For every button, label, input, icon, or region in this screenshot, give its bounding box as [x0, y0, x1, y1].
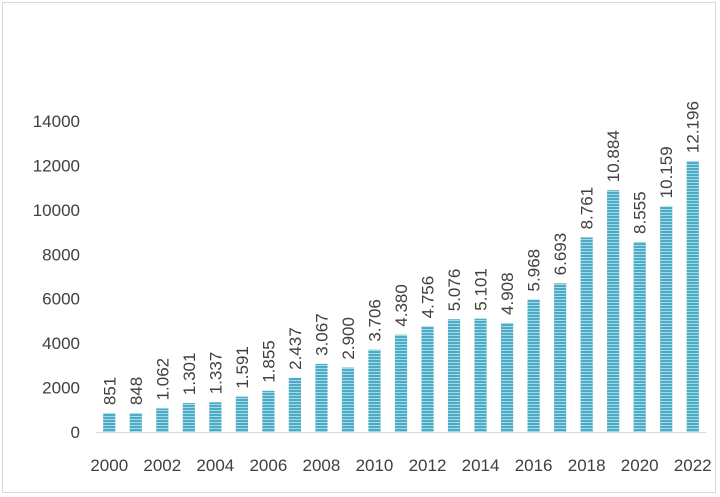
- data-label-2009: 2.900: [339, 317, 358, 360]
- bar-2018: [580, 237, 593, 432]
- bar-2009: [341, 367, 355, 432]
- data-label-2007: 2.437: [286, 327, 305, 370]
- bar-2003: [182, 403, 195, 432]
- data-label-2004: 1.337: [206, 352, 225, 395]
- x-tick-label: 2016: [515, 456, 553, 475]
- data-label-2017: 6.693: [551, 233, 570, 276]
- bar-2020: [633, 241, 646, 432]
- y-tick-label: 2000: [42, 379, 80, 398]
- data-label-2019: 10.884: [604, 130, 623, 182]
- bar-2012: [421, 326, 434, 432]
- bars: [103, 161, 699, 432]
- data-label-2002: 1.062: [153, 358, 172, 401]
- bar-2022: [686, 161, 699, 432]
- y-tick-label: 12000: [33, 156, 80, 175]
- data-label-2014: 5.101: [472, 268, 491, 311]
- data-label-2001: 848: [127, 377, 146, 405]
- bar-2016: [527, 299, 540, 432]
- bar-2007: [288, 377, 302, 432]
- data-label-2015: 4.908: [498, 272, 517, 315]
- bar-2005: [235, 396, 248, 432]
- data-label-2010: 3.706: [365, 299, 384, 342]
- bar-2011: [394, 334, 408, 432]
- bar-2014: [474, 318, 487, 432]
- y-tick-label: 6000: [42, 290, 80, 309]
- data-label-2022: 12.196: [684, 101, 703, 153]
- x-tick-label: 2004: [196, 456, 234, 475]
- bar-2013: [447, 319, 461, 432]
- bar-2010: [368, 349, 381, 432]
- data-label-2018: 8.761: [578, 187, 597, 230]
- data-label-2021: 10.159: [657, 146, 676, 198]
- y-tick-label: 14000: [33, 112, 80, 131]
- data-label-2000: 851: [100, 377, 119, 405]
- bar-2015: [500, 322, 514, 432]
- data-label-2011: 4.380: [392, 284, 411, 327]
- data-labels: 851 848 1.062 1.301 1.337 1.591 1.855 2.437 3.06…: [100, 101, 702, 405]
- x-axis: 2000 2002 2004 2006 2008 2010 2012 2014 2016 2018…: [90, 432, 712, 475]
- x-tick-label: 2014: [462, 456, 500, 475]
- bar-2017: [554, 283, 567, 432]
- x-tick-label: 2020: [621, 456, 659, 475]
- bar-2001: [129, 413, 142, 432]
- data-label-2013: 5.076: [445, 269, 464, 312]
- data-label-2003: 1.301: [180, 353, 199, 396]
- x-tick-label: 2006: [249, 456, 287, 475]
- bar-2002: [156, 408, 169, 432]
- bar-2000: [103, 413, 116, 432]
- data-label-2008: 3.067: [312, 313, 331, 356]
- data-label-2012: 4.756: [419, 276, 438, 319]
- data-label-2005: 1.591: [233, 346, 252, 389]
- data-label-2016: 5.968: [525, 249, 544, 292]
- bar-2004: [209, 402, 222, 432]
- y-tick-label: 0: [71, 423, 80, 442]
- bar-2008: [315, 363, 328, 432]
- x-tick-label: 2012: [409, 456, 447, 475]
- x-tick-label: 2002: [143, 456, 181, 475]
- x-tick-label: 2010: [356, 456, 394, 475]
- x-tick-label: 2000: [90, 456, 128, 475]
- data-label-2020: 8.555: [631, 191, 650, 234]
- y-axis: 0 2000 4000 6000 8000 10000 12000 14000: [33, 112, 80, 442]
- y-tick-label: 4000: [42, 334, 80, 353]
- bar-2021: [660, 206, 673, 432]
- chart-frame: [2, 2, 716, 493]
- bar-2019: [607, 190, 620, 432]
- bar-2006: [262, 390, 275, 432]
- x-tick-label: 2018: [568, 456, 606, 475]
- x-tick-label: 2022: [674, 456, 712, 475]
- y-tick-label: 8000: [42, 245, 80, 264]
- data-label-2006: 1.855: [259, 340, 278, 383]
- x-tick-label: 2008: [303, 456, 341, 475]
- y-tick-label: 10000: [33, 201, 80, 220]
